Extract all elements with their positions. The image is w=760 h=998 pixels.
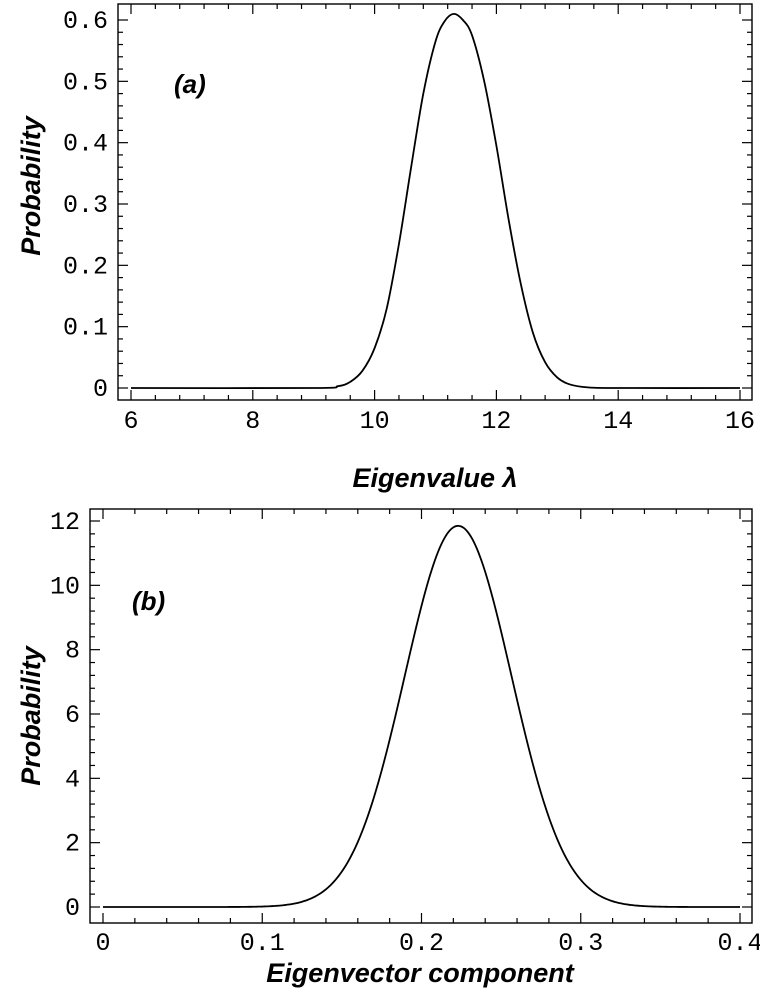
y-tick-label: 6 [65, 701, 80, 730]
y-tick-labels-a: 0 0.1 0.2 0.3 0.4 0.5 0.6 [63, 7, 108, 404]
x-tick-label: 6 [123, 407, 138, 436]
x-tick-label: 0.3 [558, 929, 603, 958]
x-tick-label: 10 [360, 407, 390, 436]
y-tick-label: 12 [50, 508, 80, 537]
y-tick-label: 0 [65, 894, 80, 923]
x-tick-label: 12 [481, 407, 511, 436]
y-tick-label: 0.6 [63, 7, 108, 36]
y-tick-label: 0.2 [63, 252, 108, 281]
x-tick-labels-b: 0 0.1 0.2 0.3 0.4 [95, 929, 760, 958]
x-axis-title-a: Eigenvalue λ [352, 463, 517, 493]
y-axis-title-b: Probability [16, 644, 46, 786]
x-tick-label: 16 [725, 407, 755, 436]
plot-frame-a [117, 3, 753, 401]
x-tick-label: 14 [603, 407, 633, 436]
y-axis-title-a: Probability [16, 114, 46, 256]
series-line-a [130, 12, 741, 390]
panel-label-a: (a) [174, 69, 206, 99]
x-axis-title-b: Eigenvector component [266, 958, 575, 988]
y-tick-label: 0.5 [63, 68, 108, 97]
y-tick-label: 0.4 [63, 130, 108, 159]
y-tick-label: 10 [50, 572, 80, 601]
y-tick-label: 0 [93, 375, 108, 404]
y-tick-label: 2 [65, 830, 80, 859]
x-tick-labels-a: 6 8 10 12 14 16 [123, 407, 755, 436]
axis-ticks-b [90, 509, 752, 923]
y-tick-labels-b: 0 2 4 6 8 10 12 [50, 508, 80, 923]
series-line-b [102, 524, 740, 908]
x-tick-label: 8 [245, 407, 260, 436]
y-tick-label: 0.1 [63, 314, 108, 343]
axis-ticks-a [118, 4, 752, 400]
x-tick-label: 0 [95, 929, 110, 958]
x-tick-label: 0.2 [399, 929, 444, 958]
y-tick-label: 0.3 [63, 191, 108, 220]
panel-label-b: (b) [132, 586, 165, 616]
x-tick-label: 0.1 [240, 929, 285, 958]
chart-panel-a: 6 8 10 12 14 16 0 0.1 0.2 0.3 0.4 0.5 0.6 (a) Proba… [16, 3, 755, 493]
y-tick-label: 8 [65, 637, 80, 666]
y-tick-label: 4 [65, 765, 80, 794]
x-tick-label: 0.4 [717, 929, 760, 958]
plot-frame-b [89, 508, 753, 924]
